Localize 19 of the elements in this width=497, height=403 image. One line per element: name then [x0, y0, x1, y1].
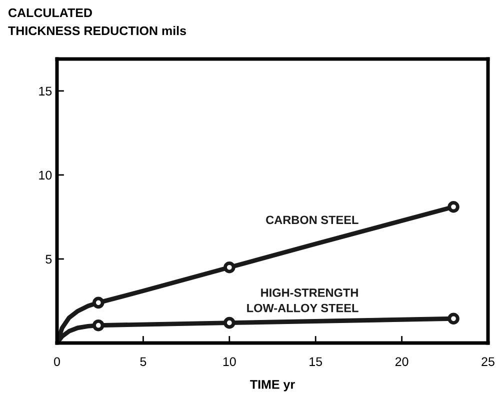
x-tick-label: 15	[310, 357, 322, 366]
y-tick-label: 15	[39, 86, 52, 96]
series-label: HIGH-STRENGTH LOW-ALLOY STEEL	[247, 288, 358, 312]
point	[448, 312, 460, 325]
x-tick-label: 25	[482, 357, 494, 366]
point	[224, 316, 236, 329]
point	[92, 296, 104, 309]
y-axis-title: CALCULATED THICKNESS REDUCTION mils	[8, 8, 186, 36]
series-label: CARBON STEEL	[266, 216, 358, 224]
x-tick-label: 0	[54, 357, 60, 366]
point	[224, 261, 236, 274]
y-tick-label: 5	[46, 254, 52, 264]
y-tick-label: 10	[39, 170, 52, 180]
x-tick-label: 5	[140, 357, 146, 366]
point	[448, 200, 460, 213]
x-axis-title: TIME yr	[250, 380, 295, 392]
point	[92, 319, 104, 332]
x-tick-label: 10	[223, 357, 236, 366]
x-tick-label: 20	[395, 357, 408, 366]
